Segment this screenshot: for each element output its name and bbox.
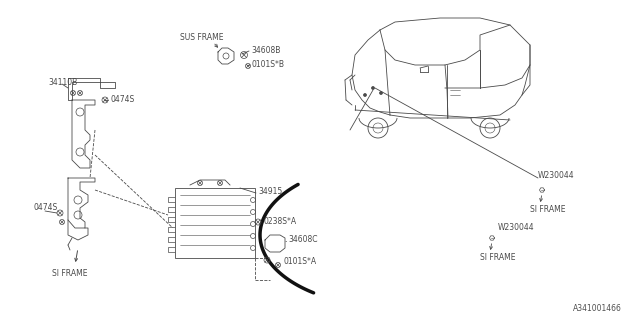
Text: 0101S*A: 0101S*A <box>283 258 316 267</box>
Polygon shape <box>68 78 100 100</box>
Text: SI FRAME: SI FRAME <box>52 268 88 277</box>
Bar <box>168 217 175 222</box>
Text: 34110B: 34110B <box>48 77 77 86</box>
Circle shape <box>380 92 383 94</box>
Circle shape <box>371 86 374 90</box>
Polygon shape <box>68 178 95 228</box>
Text: SI FRAME: SI FRAME <box>530 205 566 214</box>
Text: 0101S*B: 0101S*B <box>251 60 284 68</box>
Text: 0474S: 0474S <box>33 204 57 212</box>
Circle shape <box>364 93 367 97</box>
Text: 0238S*A: 0238S*A <box>263 217 296 226</box>
Text: A341001466: A341001466 <box>573 304 622 313</box>
Text: W230044: W230044 <box>498 223 534 233</box>
Polygon shape <box>265 235 285 252</box>
Bar <box>168 197 175 202</box>
Text: 34608B: 34608B <box>251 45 280 54</box>
Bar <box>175 188 255 258</box>
Polygon shape <box>68 220 88 240</box>
Polygon shape <box>218 48 234 64</box>
Bar <box>168 207 175 212</box>
Text: W230044: W230044 <box>538 171 575 180</box>
Text: SUS FRAME: SUS FRAME <box>180 33 223 42</box>
Bar <box>168 227 175 232</box>
Text: 34608C: 34608C <box>288 236 317 244</box>
Polygon shape <box>100 82 115 88</box>
Bar <box>168 247 175 252</box>
Polygon shape <box>72 100 95 168</box>
Text: SI FRAME: SI FRAME <box>480 253 515 262</box>
Text: 34915: 34915 <box>258 188 282 196</box>
Bar <box>168 237 175 242</box>
Text: 0474S: 0474S <box>110 94 134 103</box>
